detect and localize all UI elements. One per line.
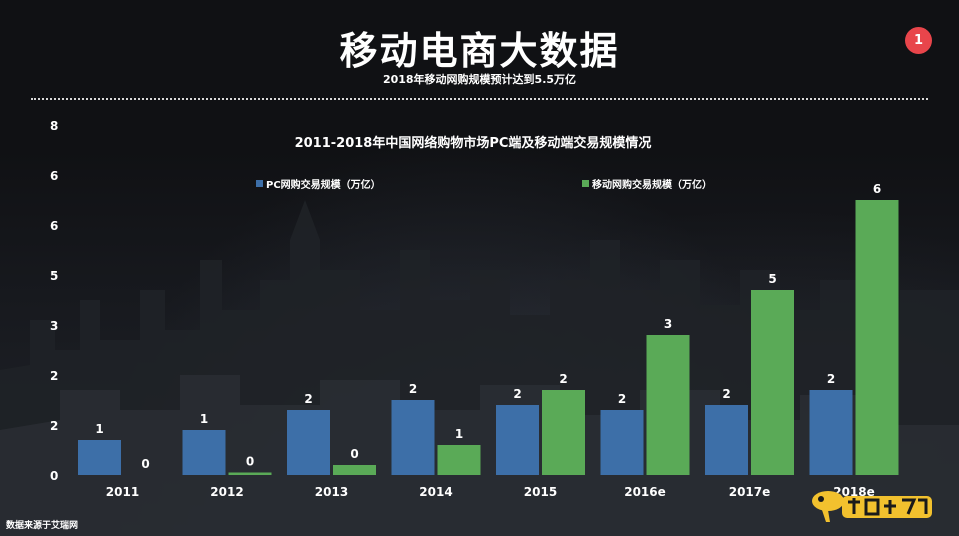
data-label: 2 bbox=[304, 392, 312, 406]
bar bbox=[78, 440, 121, 475]
x-tick-label: 2011 bbox=[106, 485, 139, 499]
bar bbox=[287, 410, 330, 475]
y-tick-label: 5 bbox=[50, 269, 58, 283]
bar bbox=[809, 390, 853, 475]
data-label: 2 bbox=[722, 387, 730, 401]
data-label: 6 bbox=[873, 182, 881, 196]
bar bbox=[855, 200, 899, 475]
data-label: 0 bbox=[246, 455, 254, 469]
bar bbox=[751, 290, 794, 475]
page-title: 移动电商大数据 bbox=[339, 29, 620, 73]
data-label: 5 bbox=[768, 272, 776, 286]
bar bbox=[646, 335, 690, 475]
source-note: 数据来源于艾瑞网 bbox=[6, 521, 79, 531]
brand-logo bbox=[812, 491, 932, 522]
y-tick-label: 3 bbox=[50, 319, 58, 333]
dotted-divider bbox=[31, 98, 928, 100]
data-label: 2 bbox=[827, 372, 835, 386]
y-tick-label: 6 bbox=[50, 169, 58, 183]
x-tick-label: 2014 bbox=[419, 485, 452, 499]
chart-title: 2011-2018年中国网络购物市场PC端及移动端交易规模情况 bbox=[295, 135, 652, 151]
x-tick-label: 2012 bbox=[210, 485, 243, 499]
legend-swatch bbox=[256, 180, 263, 187]
legend-label: 移动网购交易规模（万亿） bbox=[592, 178, 712, 191]
bar bbox=[496, 405, 539, 475]
data-label: 2 bbox=[618, 392, 626, 406]
y-tick-label: 8 bbox=[50, 119, 58, 133]
data-label: 1 bbox=[455, 427, 463, 441]
bar bbox=[437, 445, 481, 475]
y-tick-label: 2 bbox=[50, 369, 58, 383]
bar bbox=[182, 430, 226, 475]
data-label: 2 bbox=[559, 372, 567, 386]
data-label: 3 bbox=[664, 317, 672, 331]
page-number-badge: 1 bbox=[905, 27, 932, 54]
y-tick-label: 0 bbox=[50, 469, 58, 483]
bar bbox=[542, 390, 585, 475]
x-tick-label: 2018e bbox=[833, 485, 875, 499]
y-tick-label: 2 bbox=[50, 419, 58, 433]
y-tick-label: 6 bbox=[50, 219, 58, 233]
legend-swatch bbox=[582, 180, 589, 187]
data-label: 1 bbox=[95, 422, 103, 436]
bar bbox=[705, 405, 748, 475]
data-label: 1 bbox=[200, 412, 208, 426]
page-subtitle: 2018年移动网购规模预计达到5.5万亿 bbox=[382, 73, 577, 86]
data-label: 2 bbox=[409, 382, 417, 396]
data-label: 0 bbox=[350, 447, 358, 461]
data-label: 2 bbox=[513, 387, 521, 401]
legend-label: PC网购交易规模（万亿） bbox=[266, 178, 381, 191]
bar bbox=[228, 472, 272, 475]
x-tick-label: 2015 bbox=[524, 485, 557, 499]
bar bbox=[333, 465, 376, 475]
bar bbox=[600, 410, 644, 475]
x-tick-label: 2017e bbox=[729, 485, 771, 499]
x-tick-label: 2016e bbox=[624, 485, 666, 499]
data-label: 0 bbox=[141, 457, 149, 471]
bar bbox=[391, 400, 435, 475]
x-tick-label: 2013 bbox=[315, 485, 348, 499]
